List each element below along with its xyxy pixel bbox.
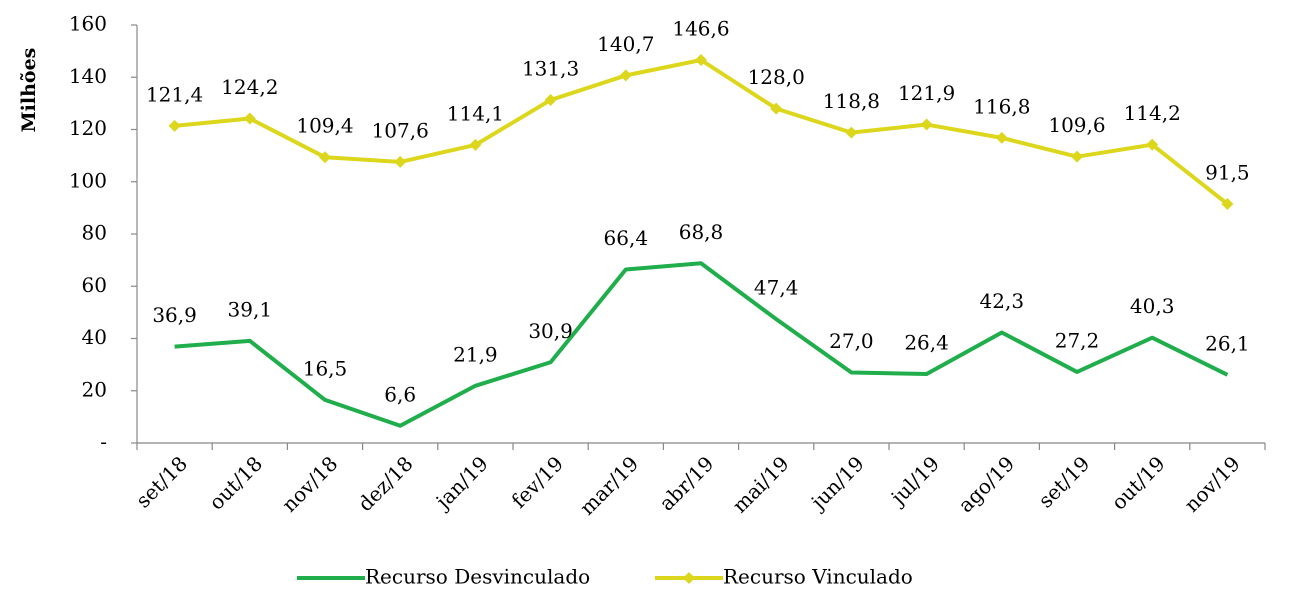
data-label: 146,6 (672, 17, 729, 41)
x-tick-label: mar/19 (575, 451, 643, 519)
data-label: 131,3 (522, 56, 579, 80)
point-marker (1221, 197, 1234, 210)
data-label: 27,2 (1055, 328, 1100, 352)
x-tick-label: out/18 (204, 451, 267, 514)
data-label: 36,9 (152, 303, 197, 327)
x-tick-label: set/18 (131, 451, 192, 512)
data-label: 27,0 (829, 329, 874, 353)
x-tick-label: abr/19 (654, 451, 718, 515)
y-tick-label: 120 (69, 116, 107, 140)
data-label: 118,8 (823, 89, 880, 113)
data-label: 39,1 (228, 297, 273, 321)
x-tick-label: nov/19 (1179, 451, 1244, 516)
y-tick-label: 160 (69, 12, 107, 36)
x-tick-label: mai/19 (728, 451, 794, 517)
y-tick-label: 40 (82, 325, 107, 349)
point-marker (544, 93, 557, 106)
point-marker (619, 69, 632, 82)
data-label: 91,5 (1205, 160, 1250, 184)
point-marker (469, 138, 482, 151)
x-tick-label: set/19 (1033, 451, 1094, 512)
x-tick-label: dez/18 (353, 451, 418, 516)
data-label: 124,2 (221, 75, 278, 99)
point-marker (243, 112, 256, 125)
data-label: 26,4 (904, 331, 949, 355)
data-label: 26,1 (1205, 331, 1250, 355)
data-label: 140,7 (597, 32, 654, 56)
data-label: 114,2 (1124, 101, 1181, 125)
point-marker (695, 54, 707, 67)
y-tick-label: 60 (82, 273, 107, 297)
y-tick-label: 140 (69, 64, 107, 88)
data-label: 42,3 (980, 289, 1025, 313)
data-label: 66,4 (604, 226, 649, 250)
x-tick-label: fev/19 (507, 451, 568, 512)
data-label: 109,6 (1048, 113, 1105, 137)
data-label: 121,9 (898, 81, 955, 105)
series-line (174, 261, 1229, 428)
point-marker (995, 131, 1008, 144)
data-label: 107,6 (372, 118, 429, 142)
legend-label: Recurso Desvinculado (365, 565, 590, 589)
data-label: 116,8 (973, 94, 1030, 118)
x-tick-label: jun/19 (805, 451, 869, 515)
point-marker (770, 102, 783, 115)
data-label: 109,4 (296, 114, 353, 138)
data-label: 47,4 (754, 276, 799, 300)
x-tick-label: jul/19 (885, 451, 944, 510)
y-tick-label: 80 (82, 221, 107, 245)
x-tick-label: jan/19 (430, 451, 493, 514)
point-marker (1071, 150, 1083, 163)
point-marker (319, 151, 331, 164)
data-label: 121,4 (146, 82, 203, 106)
point-marker (1146, 138, 1159, 151)
y-tick-label: 20 (82, 377, 107, 401)
legend-marker (683, 572, 695, 584)
x-tick-label: nov/18 (277, 451, 342, 516)
data-label: 30,9 (528, 319, 573, 343)
legend-label: Recurso Vinculado (723, 565, 913, 589)
data-label: 21,9 (453, 342, 498, 366)
y-axis-title: Milhões (18, 48, 40, 133)
data-label: 128,0 (748, 65, 805, 89)
data-label: 6,6 (384, 382, 416, 406)
data-label: 114,1 (447, 101, 504, 125)
y-tick-label: - (100, 430, 107, 454)
point-marker (920, 118, 933, 131)
data-label: 16,5 (303, 356, 348, 380)
data-label: 40,3 (1130, 294, 1175, 318)
data-label: 68,8 (679, 220, 724, 244)
x-tick-label: out/19 (1107, 451, 1170, 514)
point-marker (168, 119, 181, 132)
point-marker (394, 155, 407, 168)
point-marker (845, 126, 858, 139)
y-tick-label: 100 (69, 168, 107, 192)
x-tick-label: ago/19 (953, 451, 1019, 517)
